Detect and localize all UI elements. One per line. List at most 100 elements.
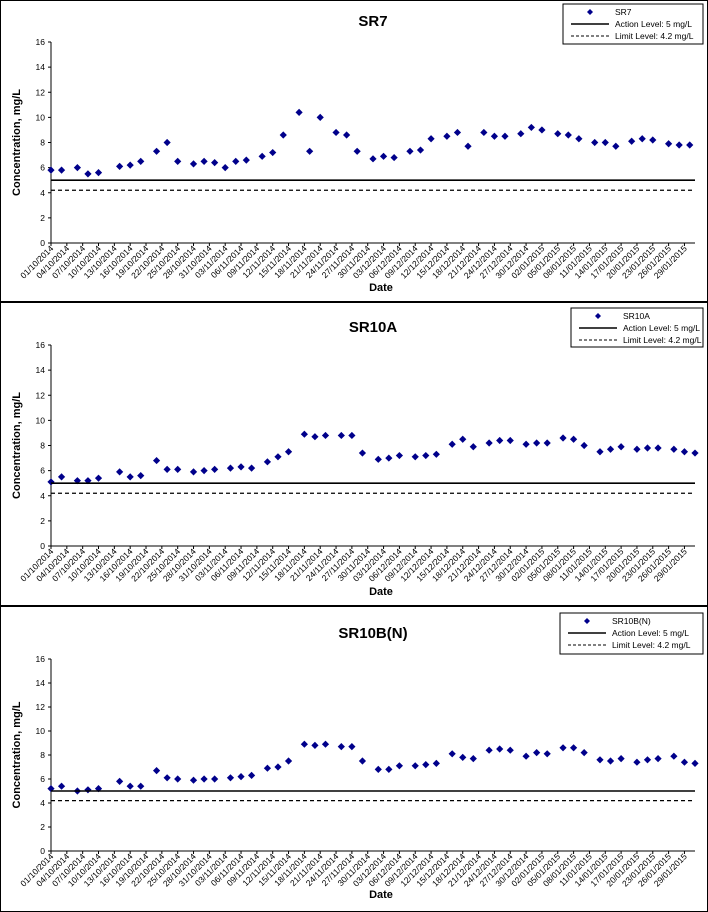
- legend-label: SR10B(N): [612, 616, 651, 626]
- data-point-sr10b-n: [247, 771, 256, 779]
- data-point-sr10a: [506, 436, 514, 445]
- data-point-sr7: [316, 113, 324, 121]
- data-point-sr10b-n: [374, 765, 382, 773]
- chart-sr10a: SR10A Concentration, mg/L Date 0 2 4 6 8 10 12 14 1…: [11, 307, 704, 598]
- y-tick-label: 8: [40, 441, 45, 451]
- y-tick-label: 6: [40, 163, 45, 173]
- data-point-sr10a: [189, 468, 198, 476]
- data-point-sr10a: [569, 435, 578, 443]
- y-tick-label: 4: [40, 798, 45, 808]
- data-point-sr10a: [226, 464, 235, 472]
- data-point-sr7: [601, 138, 609, 147]
- chart-panel-sr7: SR7 Concentration, mg/L Date 0 2 4 6 8 10 12 14 16 0…: [0, 0, 708, 302]
- y-tick-label: 6: [40, 466, 45, 476]
- y-tick-label: 0: [40, 238, 45, 248]
- y-tick-label: 12: [36, 702, 46, 712]
- data-point-sr7: [628, 137, 636, 145]
- data-point-sr7: [84, 170, 92, 178]
- data-point-sr10b-n: [321, 740, 330, 748]
- data-point-sr10a: [263, 458, 272, 466]
- data-point-sr10a: [643, 444, 652, 452]
- data-point-sr10a: [116, 468, 124, 476]
- data-point-sr10a: [691, 449, 699, 457]
- data-point-sr10a: [469, 443, 477, 451]
- data-point-sr10a: [137, 472, 145, 480]
- data-point-sr10a: [411, 453, 419, 461]
- data-point-sr7: [174, 157, 182, 165]
- legend-label: SR7: [615, 7, 632, 17]
- data-point-sr7: [464, 142, 472, 150]
- y-tick-label: 2: [40, 516, 45, 526]
- data-point-sr10b-n: [543, 750, 551, 758]
- data-point-sr7: [221, 164, 229, 172]
- data-point-sr7: [665, 140, 673, 148]
- data-point-sr7: [258, 152, 266, 160]
- data-point-sr10b-n: [163, 774, 171, 782]
- legend: SR10A Action Level: 5 mg/L Limit Level: 4.…: [570, 307, 704, 348]
- data-point-sr7: [279, 131, 287, 139]
- data-point-sr10a: [617, 443, 625, 451]
- data-point-sr10a: [522, 440, 530, 448]
- data-point-sr10a: [680, 448, 689, 456]
- data-point-sr7: [612, 142, 620, 150]
- y-tick-label: 12: [36, 390, 46, 400]
- data-point-sr10a: [543, 439, 551, 447]
- data-point-sr10b-n: [358, 757, 367, 765]
- data-point-sr10a: [174, 465, 182, 473]
- data-point-sr10b-n: [284, 757, 293, 765]
- data-point-sr10a: [311, 433, 319, 441]
- data-point-sr7: [211, 159, 219, 167]
- data-point-sr7: [94, 169, 103, 177]
- data-point-sr7: [232, 157, 240, 165]
- data-point-sr7: [490, 132, 499, 140]
- y-tick-label: 10: [36, 112, 46, 122]
- data-point-sr10a: [163, 465, 171, 473]
- data-point-sr7: [517, 130, 525, 138]
- data-point-sr7: [295, 108, 303, 116]
- y-tick-label: 2: [40, 822, 45, 832]
- data-point-sr10b-n: [654, 755, 662, 763]
- data-point-sr7: [406, 147, 414, 155]
- data-point-sr10a: [211, 465, 219, 473]
- data-point-sr7: [527, 123, 535, 132]
- y-tick-label: 12: [36, 87, 46, 97]
- data-point-sr10a: [47, 478, 55, 486]
- data-point-sr10a: [247, 464, 256, 472]
- y-tick-label: 10: [36, 415, 46, 425]
- data-point-sr10b-n: [670, 752, 678, 760]
- chart-panel-sr10bn: SR10B(N) Concentration, mg/L Date 0 2 4 6 8 10 12…: [0, 606, 708, 912]
- legend-label: Action Level: 5 mg/L: [615, 19, 692, 29]
- y-tick-label: 16: [36, 340, 46, 350]
- data-point-sr10b-n: [300, 740, 308, 748]
- data-point-sr10b-n: [643, 756, 652, 764]
- data-point-sr7: [332, 128, 340, 137]
- data-point-sr7: [189, 160, 198, 168]
- data-point-sr10b-n: [311, 741, 319, 749]
- data-point-sr10b-n: [422, 761, 430, 769]
- data-point-sr10a: [670, 445, 678, 453]
- data-point-sr10a: [395, 451, 403, 460]
- data-point-sr7: [200, 157, 208, 165]
- data-point-sr10b-n: [152, 767, 161, 775]
- data-point-sr10a: [348, 431, 356, 440]
- data-point-sr7: [686, 141, 694, 149]
- chart-title: SR7: [358, 13, 387, 30]
- y-tick-label: 10: [36, 726, 46, 736]
- data-point-sr10a: [448, 440, 456, 448]
- legend-label: Limit Level: 4.2 mg/L: [623, 335, 702, 345]
- data-point-sr10a: [152, 456, 161, 465]
- legend-marker-icon: [584, 618, 590, 624]
- data-point-sr7: [242, 156, 250, 164]
- chart-title: SR10B(N): [338, 625, 407, 642]
- data-point-sr10b-n: [348, 743, 356, 751]
- data-point-sr7: [564, 131, 572, 139]
- data-point-sr10a: [321, 431, 330, 440]
- data-point-sr10b-n: [57, 782, 66, 790]
- data-point-sr10a: [596, 448, 604, 456]
- legend-label: Action Level: 5 mg/L: [612, 628, 689, 638]
- y-tick-label: 0: [40, 846, 45, 856]
- y-tick-label: 6: [40, 774, 45, 784]
- data-point-sr10a: [200, 467, 208, 475]
